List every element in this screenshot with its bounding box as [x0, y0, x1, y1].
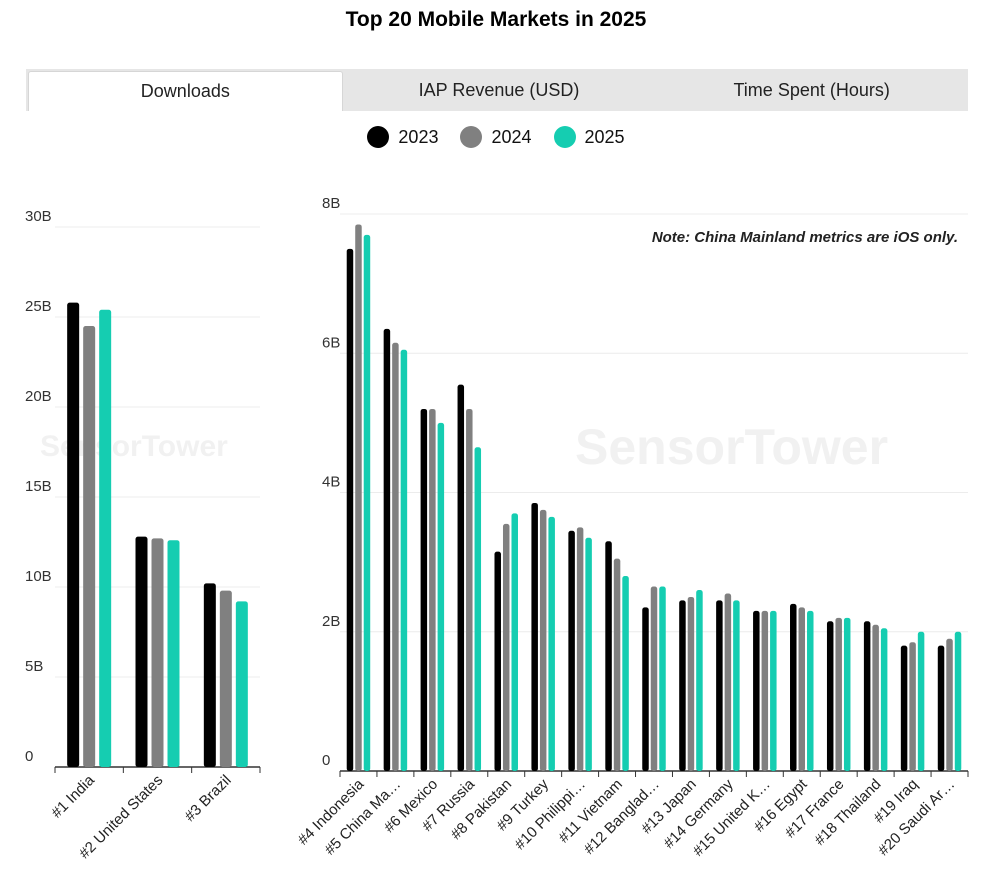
y-tick-label: 4B	[322, 474, 340, 491]
bar-5-china-ma-2023	[383, 328, 391, 771]
bar-12-banglad-2025	[659, 586, 666, 771]
bar-1-india-2024	[83, 326, 96, 767]
y-tick-label: 30B	[25, 208, 52, 225]
y-tick-label: 25B	[25, 298, 52, 315]
bar-10-philippi-2024	[576, 527, 584, 771]
bar-2-united-states-2024	[151, 538, 164, 767]
bar-18-thailand-2023	[863, 621, 871, 771]
bar-4-indonesia-2024	[355, 224, 362, 772]
bar-16-egypt-2023	[790, 603, 797, 771]
bar-14-germany-2023	[716, 600, 723, 771]
bar-17-france-2025	[843, 617, 851, 771]
bar-2-united-states-2025	[167, 540, 180, 767]
bar-13-japan-2024	[687, 596, 695, 771]
y-tick-label: 0	[322, 752, 330, 769]
bar-6-mexico-2024	[429, 408, 436, 771]
bar-8-pakistan-2025	[511, 513, 518, 771]
bar-5-china-ma-2025	[400, 349, 408, 771]
bar-17-france-2023	[826, 621, 834, 771]
tab-iap-revenue[interactable]: IAP Revenue (USD)	[418, 79, 580, 100]
chart-title: Top 20 Mobile Markets in 2025	[345, 8, 647, 31]
bar-6-mexico-2023	[420, 408, 428, 771]
legend-swatch-2025	[553, 126, 576, 148]
bar-14-germany-2024	[724, 593, 732, 771]
bar-14-germany-2025	[733, 600, 740, 771]
bar-15-united-k-2024	[761, 610, 769, 771]
bar-9-turkey-2025	[548, 516, 555, 771]
legend-item-2024[interactable]: 2024	[460, 126, 532, 148]
bar-8-pakistan-2023	[494, 551, 501, 771]
bar-10-philippi-2023	[568, 530, 575, 771]
tab-time-spent[interactable]: Time Spent (Hours)	[733, 79, 890, 100]
chart-note: Note: China Mainland metrics are iOS onl…	[651, 229, 958, 246]
legend-swatch-2024	[460, 126, 483, 148]
bar-16-egypt-2024	[798, 607, 806, 771]
tab-downloads[interactable]: Downloads	[28, 71, 343, 111]
bar-7-russia-2023	[457, 384, 465, 771]
bar-15-united-k-2023	[753, 610, 760, 771]
y-tick-label: 20B	[25, 388, 52, 405]
bar-19-iraq-2025	[917, 631, 925, 771]
y-tick-label: 15B	[25, 478, 52, 495]
bar-18-thailand-2025	[880, 628, 888, 771]
bar-16-egypt-2025	[807, 610, 814, 771]
bar-5-china-ma-2024	[392, 342, 399, 771]
y-tick-label: 5B	[25, 658, 43, 675]
legend-item-2025[interactable]: 2025	[553, 126, 625, 148]
bar-9-turkey-2024	[539, 509, 547, 771]
bar-6-mexico-2025	[437, 422, 445, 771]
y-tick-label: 0	[25, 748, 33, 765]
bar-20-saudi-ar-2025	[954, 631, 962, 771]
legend-label-2023: 2023	[398, 126, 439, 147]
bar-4-indonesia-2023	[346, 248, 354, 771]
bar-19-iraq-2024	[909, 642, 916, 771]
bar-13-japan-2023	[679, 600, 686, 771]
bar-1-india-2023	[67, 302, 80, 767]
bar-10-philippi-2025	[585, 537, 592, 771]
bar-3-brazil-2023	[203, 583, 216, 767]
bar-19-iraq-2023	[900, 645, 908, 771]
bar-7-russia-2024	[466, 408, 473, 771]
bar-3-brazil-2025	[235, 601, 248, 767]
bar-20-saudi-ar-2023	[937, 645, 945, 771]
bar-9-turkey-2023	[531, 502, 538, 771]
bar-12-banglad-2024	[650, 586, 658, 771]
metric-tabs: Downloads IAP Revenue (USD) Time Spent (…	[26, 69, 968, 111]
bar-3-brazil-2024	[219, 590, 232, 767]
bar-15-united-k-2025	[770, 610, 777, 771]
bar-2-united-states-2023	[135, 536, 148, 767]
legend-item-2023[interactable]: 2023	[367, 126, 438, 148]
bar-18-thailand-2024	[872, 624, 879, 771]
bar-7-russia-2025	[474, 447, 482, 771]
bar-17-france-2024	[835, 617, 842, 771]
bar-13-japan-2025	[696, 589, 703, 771]
bar-12-banglad-2023	[642, 607, 649, 771]
y-tick-label: 8B	[322, 195, 340, 212]
y-tick-label: 2B	[322, 613, 340, 630]
legend-swatch-2023	[367, 126, 390, 148]
bar-1-india-2025	[99, 309, 112, 767]
bar-11-vietnam-2023	[605, 541, 612, 771]
bar-11-vietnam-2024	[613, 558, 621, 771]
y-tick-label: 10B	[25, 568, 52, 585]
bar-4-indonesia-2025	[363, 234, 371, 771]
bar-8-pakistan-2024	[502, 523, 510, 771]
legend-label-2025: 2025	[584, 126, 625, 147]
legend-label-2024: 2024	[491, 126, 532, 147]
y-tick-label: 6B	[322, 334, 340, 351]
chart-legend: 2023 2024 2025	[0, 126, 992, 148]
bar-20-saudi-ar-2024	[946, 638, 953, 771]
bar-11-vietnam-2025	[622, 576, 629, 771]
